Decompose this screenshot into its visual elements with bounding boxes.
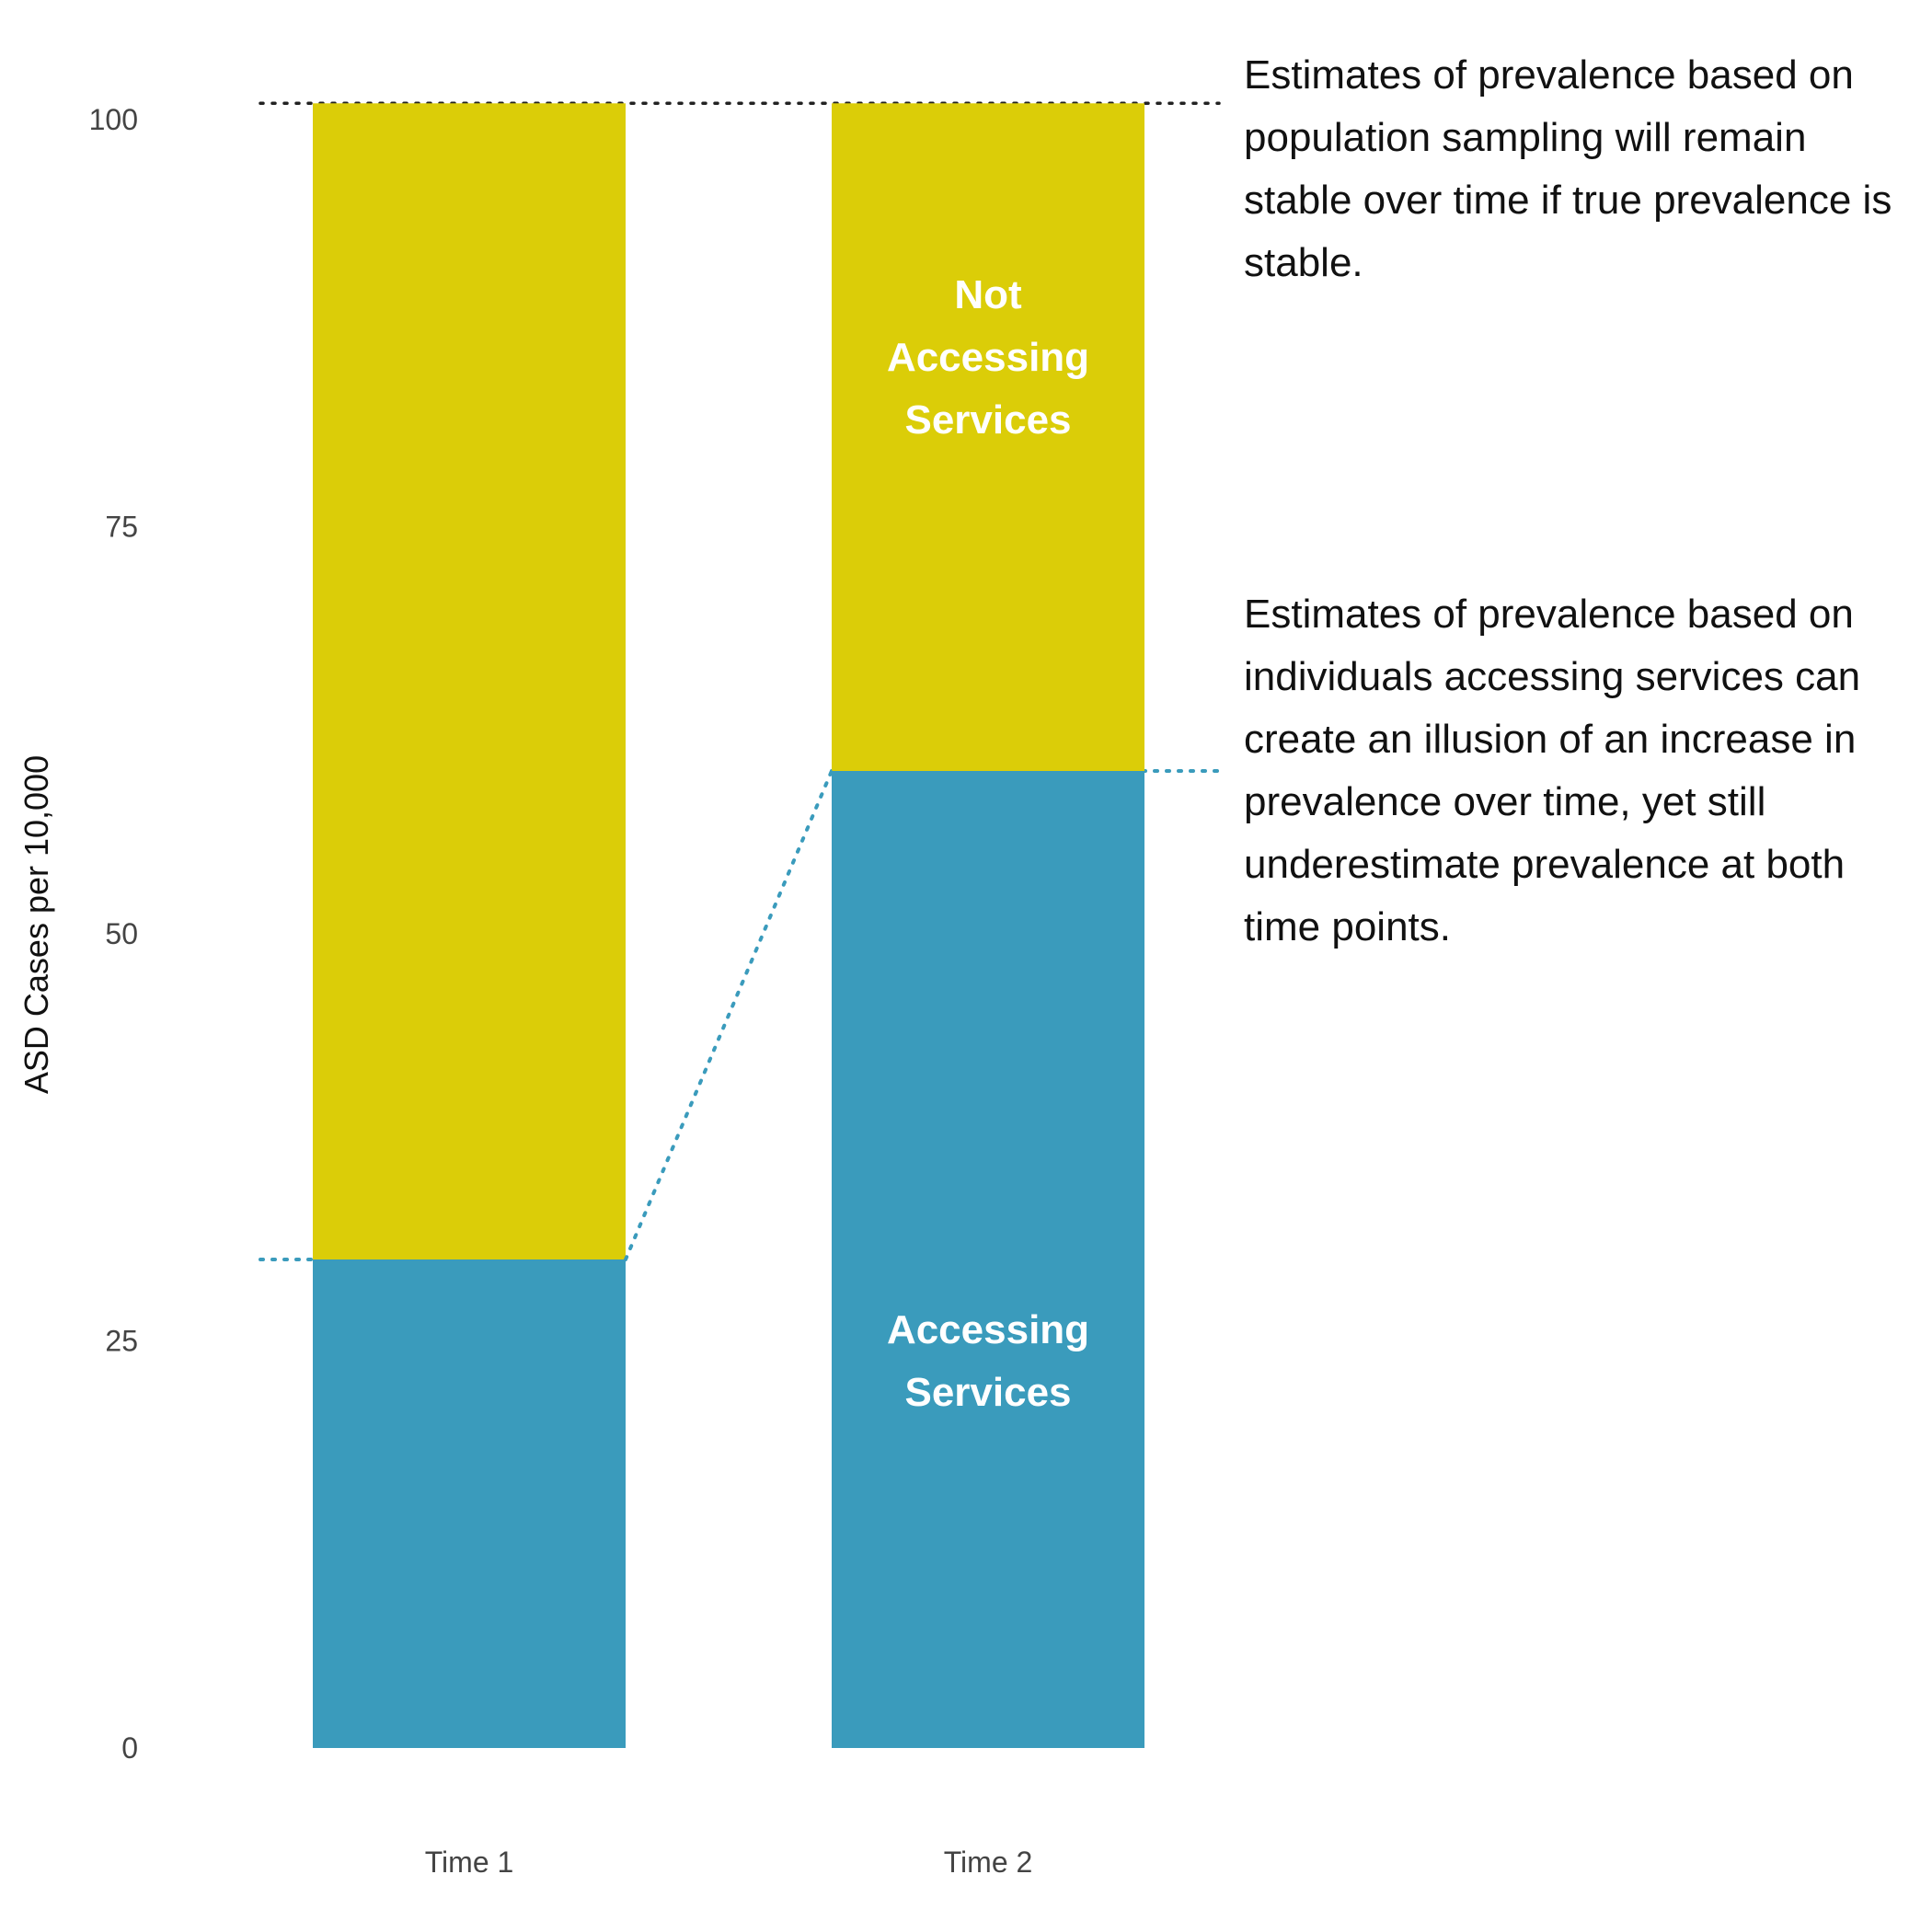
bar-1-segment-2 — [313, 103, 626, 1259]
y-axis-title: ASD Cases per 10,000 — [17, 755, 55, 1094]
segment-label-line: Not — [954, 272, 1022, 317]
segment-label-line: Accessing — [887, 335, 1089, 380]
annotation-service-access: Estimates of prevalence based on individ… — [1244, 592, 1861, 949]
y-tick-label: 50 — [105, 917, 138, 950]
x-tick-label: Time 1 — [425, 1846, 514, 1879]
segment-label: Accessing Services — [887, 1307, 1089, 1415]
y-tick-label: 75 — [105, 511, 138, 544]
y-tick-label: 100 — [89, 103, 138, 136]
segment-label-line: Services — [904, 1370, 1071, 1415]
bar-2-segment-1 — [832, 771, 1144, 1748]
bar-1-segment-1 — [313, 1259, 626, 1748]
segment-label-line: Services — [904, 397, 1071, 443]
y-tick-label: 0 — [121, 1731, 138, 1765]
bar-2-segment-2 — [832, 103, 1144, 772]
segment-label: Not Accessing Services — [887, 272, 1089, 443]
segment-label-line: Accessing — [887, 1307, 1089, 1352]
connector-line — [624, 769, 834, 1261]
y-tick-label: 25 — [105, 1325, 138, 1358]
annotation-population-sampling: Estimates of prevalence based on populat… — [1244, 52, 1892, 285]
x-tick-label: Time 2 — [944, 1846, 1033, 1879]
